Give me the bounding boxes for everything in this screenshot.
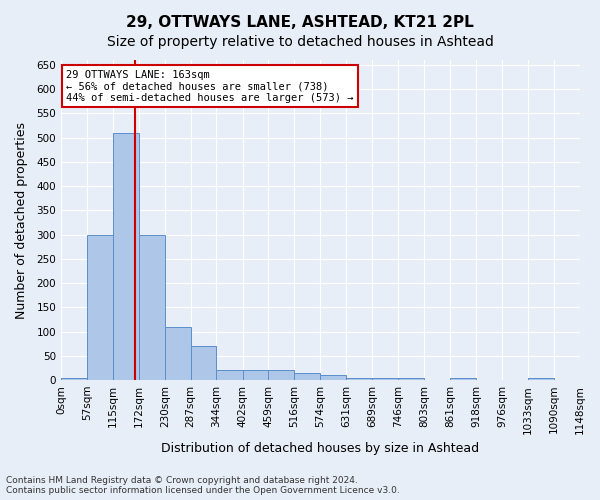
Bar	[398, 378, 424, 380]
X-axis label: Distribution of detached houses by size in Ashtead: Distribution of detached houses by size …	[161, 442, 479, 455]
Bar	[191, 346, 217, 380]
Bar	[450, 378, 476, 380]
Bar	[268, 370, 294, 380]
Bar	[373, 378, 398, 380]
Text: Contains HM Land Registry data © Crown copyright and database right 2024.
Contai: Contains HM Land Registry data © Crown c…	[6, 476, 400, 495]
Text: Size of property relative to detached houses in Ashtead: Size of property relative to detached ho…	[107, 35, 493, 49]
Text: 29, OTTWAYS LANE, ASHTEAD, KT21 2PL: 29, OTTWAYS LANE, ASHTEAD, KT21 2PL	[126, 15, 474, 30]
Bar	[217, 370, 243, 380]
Bar	[294, 373, 320, 380]
Bar	[113, 132, 139, 380]
Text: 29 OTTWAYS LANE: 163sqm
← 56% of detached houses are smaller (738)
44% of semi-d: 29 OTTWAYS LANE: 163sqm ← 56% of detache…	[66, 70, 353, 103]
Bar	[165, 326, 191, 380]
Y-axis label: Number of detached properties: Number of detached properties	[15, 122, 28, 318]
Bar	[528, 378, 554, 380]
Bar	[346, 378, 373, 380]
Bar	[87, 234, 113, 380]
Bar	[61, 378, 87, 380]
Bar	[139, 234, 165, 380]
Bar	[243, 370, 268, 380]
Bar	[320, 375, 346, 380]
